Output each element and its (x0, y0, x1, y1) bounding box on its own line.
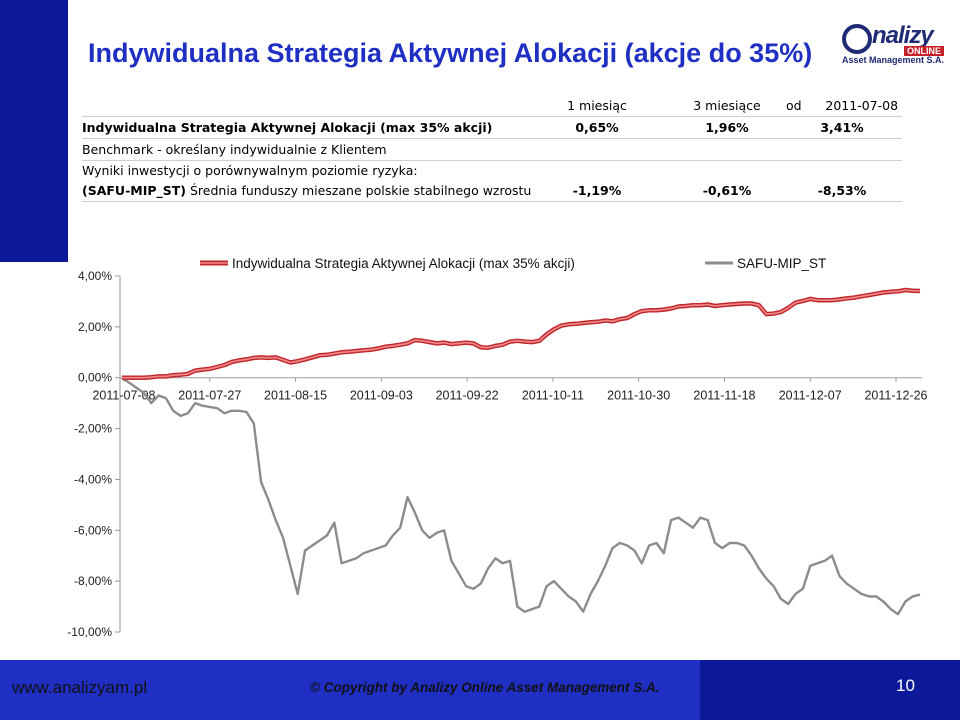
x-tick-label: 2011-09-22 (436, 389, 499, 403)
y-tick-label: -8,00% (74, 574, 112, 588)
safu-label: (SAFU-MIP_ST) Średnia funduszy mieszane … (82, 183, 532, 198)
strategy-row: Indywidualna Strategia Aktywnej Alokacji… (82, 118, 902, 138)
x-tick-label: 2011-07-08 (92, 389, 155, 403)
page-number: 10 (896, 676, 915, 695)
logo-online: ONLINE (904, 46, 945, 56)
page-number-box: 10 (700, 660, 960, 720)
x-tick-label: 2011-07-27 (178, 389, 241, 403)
legend-strategy-label: Indywidualna Strategia Aktywnej Alokacji… (232, 256, 575, 271)
y-tick-label: -10,00% (67, 625, 112, 639)
performance-line-chart: 4,00% 2,00% 0,00% -2,00% -4,00% -6,00% -8,00% -… (67, 256, 927, 639)
strategy-label: Indywidualna Strategia Aktywnej Alokacji… (82, 120, 493, 135)
x-tick-label: 2011-10-30 (607, 389, 670, 403)
comparison-heading: Wyniki inwestycji o porównywalnym poziom… (82, 163, 418, 178)
comparison-heading-row: Wyniki inwestycji o porównywalnym poziom… (82, 161, 902, 181)
col-3-months: 3 miesiące (693, 98, 761, 113)
company-logo: nalizy ONLINE Asset Management S.A. (842, 22, 945, 66)
strategy-since: 3,41% (820, 120, 864, 135)
x-tick-label: 2011-08-15 (264, 389, 327, 403)
website-link[interactable]: www.analizyam.pl (12, 678, 148, 697)
y-tick-label: -4,00% (74, 472, 112, 486)
col-since: od 2011-07-08 (785, 98, 899, 113)
safu-since: -8,53% (817, 183, 867, 198)
x-tick-label: 2011-12-07 (779, 389, 842, 403)
x-tick-label: 2011-12-26 (864, 389, 927, 403)
divider (82, 138, 902, 139)
y-tick-label: 0,00% (78, 371, 112, 385)
y-tick-label: 2,00% (78, 320, 112, 334)
x-tick-label: 2011-09-03 (350, 389, 413, 403)
copyright-text: © Copyright by Analizy Online Asset Mana… (310, 680, 660, 695)
strategy-3m: 1,96% (705, 120, 749, 135)
safu-row: (SAFU-MIP_ST) Średnia funduszy mieszane … (82, 181, 902, 201)
y-tick-label: -6,00% (74, 523, 112, 537)
benchmark-label: Benchmark - określany indywidualnie z Kl… (82, 142, 387, 157)
safu-3m: -0,61% (702, 183, 752, 198)
y-tick-label: 4,00% (78, 269, 112, 283)
page-title: Indywidualna Strategia Aktywnej Alokacji… (88, 38, 813, 68)
x-tick-label: 2011-11-18 (693, 389, 755, 403)
performance-header-row: 1 miesiąc 3 miesiące od 2011-07-08 (82, 96, 902, 116)
logo-subtitle: Asset Management S.A. (842, 55, 945, 65)
strategy-1m: 0,65% (575, 120, 619, 135)
logo-brand: nalizy (872, 22, 934, 49)
footer: www.analizyam.pl © Copyright by Analizy … (0, 660, 960, 720)
safu-1m: -1,19% (572, 183, 622, 198)
divider (82, 160, 902, 161)
series-strategy-line-highlight (122, 289, 921, 379)
series-safu-line (121, 376, 921, 616)
x-tick-label: 2011-10-11 (522, 389, 584, 403)
col-1-month: 1 miesiąc (567, 98, 627, 113)
divider (82, 201, 902, 202)
series-strategy-line (122, 287, 921, 380)
divider (82, 116, 902, 117)
y-tick-label: -2,00% (74, 422, 112, 436)
logo-a-icon (842, 24, 872, 54)
left-accent-bar (0, 0, 68, 262)
legend-safu-label: SAFU-MIP_ST (737, 256, 826, 271)
benchmark-row: Benchmark - określany indywidualnie z Kl… (82, 140, 902, 160)
